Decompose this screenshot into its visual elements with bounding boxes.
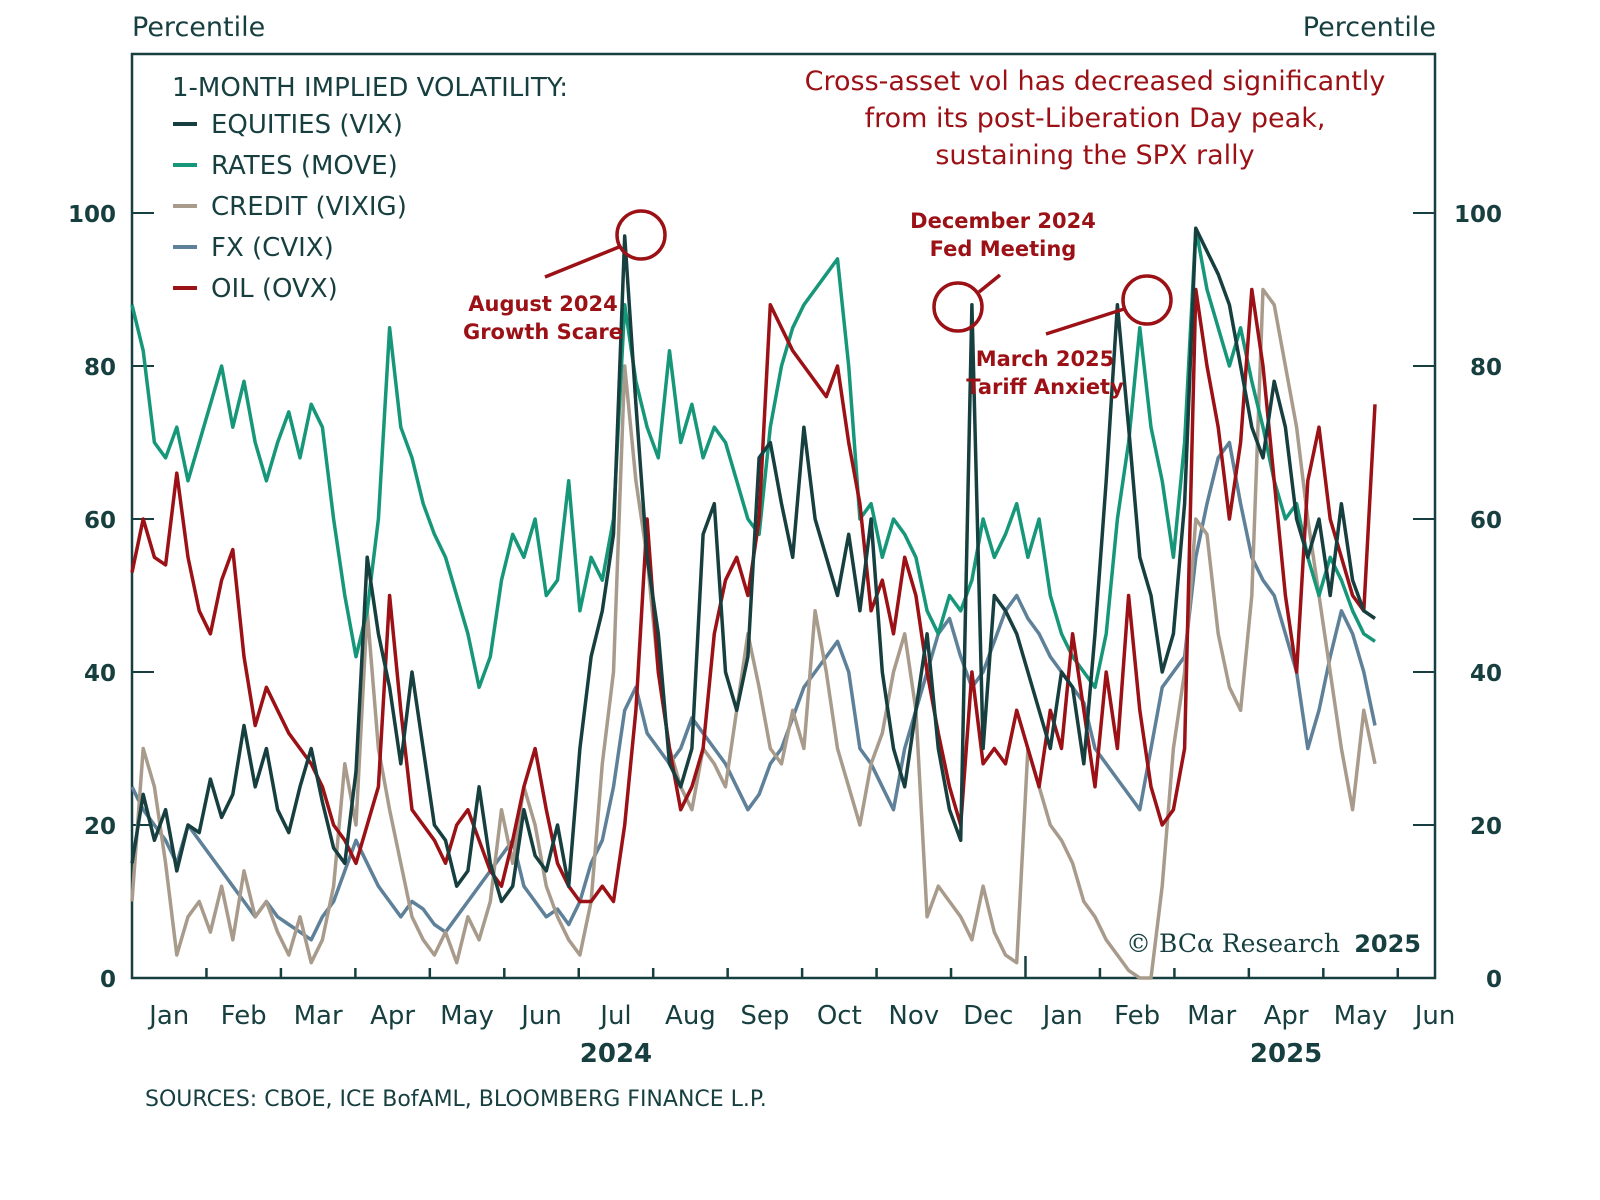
x-month-label: Apr (1264, 1001, 1309, 1031)
y-tick-label-right: 40 (1470, 661, 1502, 687)
x-month-label: Dec (963, 1001, 1013, 1031)
x-month-label: Sep (740, 1001, 789, 1031)
annotation-label: Growth Scare (463, 320, 623, 344)
y-tick-label-right: 60 (1470, 508, 1502, 534)
annotation-label: March 2025 (976, 347, 1115, 371)
headline-line-1: Cross-asset vol has decreased significan… (805, 66, 1386, 97)
legend-label: FX (CVIX) (211, 233, 334, 263)
series-line-equities-vix (130, 226, 1376, 904)
annotation-august-2024: August 2024 Growth Scare (463, 209, 667, 344)
y-tick-label-right: 80 (1470, 355, 1502, 381)
annotation-march-2025: March 2025 Tariff Anxiety (966, 274, 1173, 399)
legend-label: OIL (OVX) (211, 274, 338, 304)
series-line-fx-cvix (130, 440, 1377, 942)
x-month-label: Mar (294, 1001, 343, 1031)
y-tick-label-left: 20 (84, 814, 116, 840)
x-month-label: Oct (817, 1001, 862, 1031)
series-lines (130, 226, 1377, 980)
x-month-label: Feb (221, 1001, 267, 1031)
x-month-label: Feb (1114, 1001, 1160, 1031)
copyright: © BCα Research 2025 (1126, 929, 1421, 958)
y-tick-label-right: 0 (1486, 967, 1502, 993)
x-month-label: Mar (1187, 1001, 1236, 1031)
legend-label: EQUITIES (VIX) (211, 110, 403, 140)
x-month-label: Apr (370, 1001, 415, 1031)
legend-label: RATES (MOVE) (211, 151, 398, 181)
legend: 1-MONTH IMPLIED VOLATILITY: EQUITIES (VI… (172, 73, 568, 304)
copyright-year: 2025 (1354, 930, 1421, 958)
annotation-label: August 2024 (468, 292, 617, 316)
copyright-text: © BCα Research (1126, 929, 1340, 958)
x-month-label: Aug (665, 1001, 716, 1031)
annotation-leader (1045, 307, 1125, 336)
y-tick-label-right: 20 (1470, 814, 1502, 840)
legend-title: 1-MONTH IMPLIED VOLATILITY: (172, 73, 568, 103)
legend-label: CREDIT (VIXIG) (211, 192, 407, 222)
x-month-label: May (440, 1001, 494, 1031)
y-tick-label-left: 60 (84, 508, 116, 534)
x-axis: Jan Feb Mar Apr May Jun Jul Aug Sep Oct Nov Dec Jan F… (147, 956, 1455, 1069)
annotation-circle (932, 281, 984, 333)
y-tick-label-left: 100 (68, 202, 116, 228)
x-month-label: Jun (1413, 1001, 1456, 1031)
x-month-label: May (1334, 1001, 1388, 1031)
annotation-leader (544, 245, 620, 279)
headline-line-3: sustaining the SPX rally (935, 140, 1254, 171)
y-tick-label-left: 0 (100, 967, 116, 993)
annotation-circle (1121, 274, 1173, 326)
x-month-label: Jul (598, 1001, 631, 1031)
x-month-label: Jun (519, 1001, 562, 1031)
x-year-label: 2025 (1250, 1039, 1322, 1069)
annotation-leader (977, 273, 1002, 294)
y-axis-right: 0 20 40 60 80 100 (1413, 202, 1502, 993)
y-axis-title-left: Percentile (132, 12, 265, 43)
y-tick-label-left: 40 (84, 661, 116, 687)
annotations: August 2024 Growth Scare December 2024 F… (463, 209, 1173, 399)
annotation-circle (615, 209, 667, 261)
x-year-label: 2024 (580, 1039, 652, 1069)
y-tick-label-left: 80 (84, 355, 116, 381)
x-month-label: Jan (147, 1001, 189, 1031)
plot-frame (130, 52, 1437, 980)
x-month-label: Nov (888, 1001, 939, 1031)
y-axis-title-right: Percentile (1303, 12, 1436, 43)
headline-line-2: from its post-Liberation Day peak, (865, 103, 1326, 134)
annotation-label: December 2024 (910, 209, 1096, 233)
x-month-label: Jan (1041, 1001, 1083, 1031)
headline: Cross-asset vol has decreased significan… (805, 66, 1386, 171)
sources-note: SOURCES: CBOE, ICE BofAML, BLOOMBERG FIN… (145, 1087, 767, 1112)
annotation-label: Tariff Anxiety (966, 375, 1124, 399)
y-tick-label-right: 100 (1454, 202, 1502, 228)
annotation-label: Fed Meeting (930, 237, 1077, 261)
y-axis-left: 0 20 40 60 80 100 (68, 202, 154, 993)
annotation-december-2024: December 2024 Fed Meeting (910, 209, 1096, 333)
